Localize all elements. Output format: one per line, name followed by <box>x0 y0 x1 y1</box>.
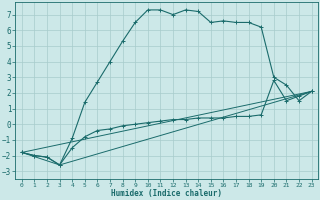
X-axis label: Humidex (Indice chaleur): Humidex (Indice chaleur) <box>111 189 222 198</box>
